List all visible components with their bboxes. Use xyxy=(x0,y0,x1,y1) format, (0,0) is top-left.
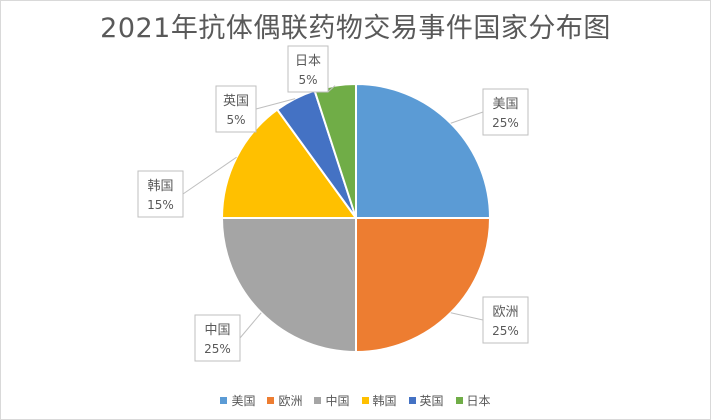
data-label-box-2 xyxy=(194,314,241,362)
data-label-value-0: 25% xyxy=(492,116,519,130)
data-label-box-3 xyxy=(137,170,184,218)
data-label-name-1: 欧洲 xyxy=(492,305,518,320)
legend-item-3: 韩国 xyxy=(361,392,397,409)
legend-item-0: 美国 xyxy=(220,392,255,409)
data-label-name-2: 中国 xyxy=(204,323,230,338)
chart-title: 2021年抗体偶联药物交易事件国家分布图 xyxy=(100,13,611,44)
data-label-box-0 xyxy=(482,88,529,136)
data-label-value-4: 5% xyxy=(226,113,245,127)
pie-slice-3 xyxy=(220,108,358,219)
legend-swatch-4 xyxy=(408,397,416,404)
leader-line-5 xyxy=(327,85,336,93)
legend-label-2: 中国 xyxy=(325,394,350,408)
data-label-name-5: 日本 xyxy=(295,54,321,69)
legend-swatch-0 xyxy=(220,397,228,404)
leader-line-3 xyxy=(182,156,237,195)
legend-item-2: 中国 xyxy=(314,392,350,409)
legend-item-4: 英国 xyxy=(408,392,444,409)
legend-label-4: 英国 xyxy=(419,394,444,408)
data-label-box-1 xyxy=(482,296,529,344)
data-label-name-0: 美国 xyxy=(492,97,518,112)
data-label-name-4: 英国 xyxy=(223,94,249,109)
pie-slice-0 xyxy=(355,82,492,219)
legend-item-5: 日本 xyxy=(455,392,491,409)
leader-line-4 xyxy=(255,98,296,110)
legend-item-1: 欧洲 xyxy=(267,392,302,409)
pie-slice-1 xyxy=(355,217,492,354)
data-label-box-5 xyxy=(287,45,329,93)
chart-legend: 美国 欧洲 中国 韩国 英国 日本 xyxy=(0,392,711,409)
legend-label-3: 韩国 xyxy=(372,394,397,408)
legend-label-1: 欧洲 xyxy=(278,394,303,408)
pie-slice-2 xyxy=(220,217,357,354)
data-label-value-1: 25% xyxy=(492,324,519,338)
leader-line-0 xyxy=(450,111,484,124)
legend-swatch-1 xyxy=(267,397,275,404)
legend-swatch-5 xyxy=(455,397,463,404)
leader-line-1 xyxy=(450,312,484,321)
legend-label-0: 美国 xyxy=(231,394,256,408)
data-label-value-3: 15% xyxy=(147,198,174,212)
legend-swatch-3 xyxy=(361,397,369,404)
data-label-name-3: 韩国 xyxy=(147,179,173,194)
leader-line-2 xyxy=(239,312,262,339)
data-label-box-4 xyxy=(215,85,257,133)
data-label-value-2: 25% xyxy=(204,342,231,356)
legend-swatch-2 xyxy=(314,397,322,404)
data-label-value-5: 5% xyxy=(298,73,317,87)
legend-label-5: 日本 xyxy=(466,394,491,408)
